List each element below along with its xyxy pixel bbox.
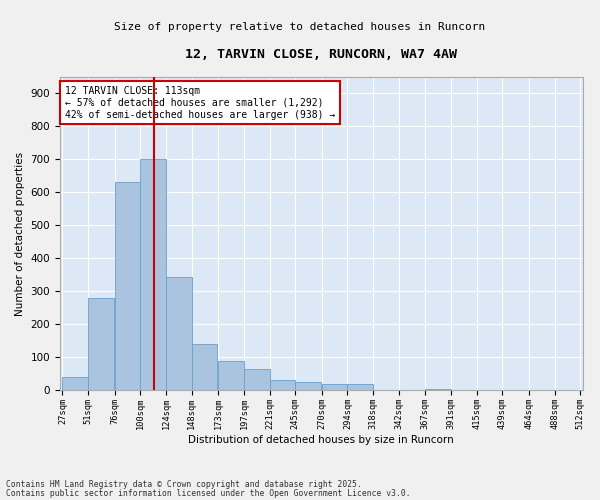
- Bar: [191, 344, 217, 391]
- Text: 12 TARVIN CLOSE: 113sqm
← 57% of detached houses are smaller (1,292)
42% of semi: 12 TARVIN CLOSE: 113sqm ← 57% of detache…: [65, 86, 335, 120]
- Bar: [269, 380, 295, 390]
- Text: Contains HM Land Registry data © Crown copyright and database right 2025.: Contains HM Land Registry data © Crown c…: [6, 480, 362, 489]
- Bar: [425, 388, 451, 390]
- Title: 12, TARVIN CLOSE, RUNCORN, WA7 4AW: 12, TARVIN CLOSE, RUNCORN, WA7 4AW: [185, 48, 457, 60]
- Text: Size of property relative to detached houses in Runcorn: Size of property relative to detached ho…: [115, 22, 485, 32]
- Bar: [244, 369, 269, 390]
- X-axis label: Distribution of detached houses by size in Runcorn: Distribution of detached houses by size …: [188, 435, 454, 445]
- Bar: [218, 360, 244, 390]
- Bar: [347, 384, 373, 390]
- Bar: [140, 160, 166, 390]
- Bar: [115, 182, 140, 390]
- Bar: [62, 377, 88, 390]
- Y-axis label: Number of detached properties: Number of detached properties: [15, 152, 25, 316]
- Bar: [88, 298, 114, 390]
- Bar: [322, 384, 347, 390]
- Bar: [166, 276, 191, 390]
- Text: Contains public sector information licensed under the Open Government Licence v3: Contains public sector information licen…: [6, 488, 410, 498]
- Bar: [295, 382, 321, 390]
